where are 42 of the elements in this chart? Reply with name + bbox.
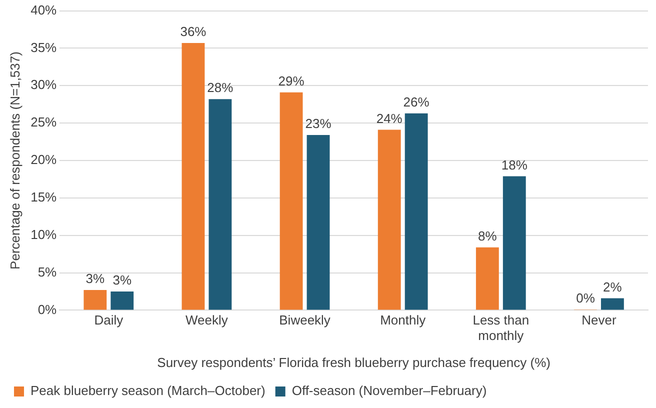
data-label: 24%	[376, 110, 403, 126]
bar	[182, 42, 205, 310]
y-tick-label: 25%	[30, 114, 58, 130]
bar	[280, 92, 303, 310]
bar	[84, 290, 107, 310]
x-tick-label: Weekly	[186, 312, 228, 328]
bar	[476, 247, 499, 310]
data-label: 3%	[86, 271, 105, 286]
data-label: 18%	[501, 157, 528, 172]
data-label: 23%	[305, 116, 332, 132]
bar	[502, 176, 526, 310]
y-tick-label: 40%	[30, 2, 58, 18]
bar	[306, 135, 330, 310]
bar	[110, 291, 134, 310]
x-tick-label: Less than monthly	[472, 312, 530, 344]
bar	[404, 113, 428, 310]
data-label: 3%	[112, 272, 132, 288]
y-tick-label: 20%	[30, 152, 58, 168]
data-label: 8%	[478, 228, 498, 244]
legend-label: Off-season (November–February)	[292, 383, 487, 398]
data-label: 2%	[603, 279, 622, 294]
data-label: 0%	[576, 290, 596, 306]
y-tick-label: 0%	[38, 302, 58, 317]
x-tick-label: Never	[582, 312, 617, 328]
x-tick-label: Monthly	[380, 312, 426, 328]
data-label: 28%	[207, 80, 234, 96]
y-axis-title: Percentage of respondents (N=1,537)	[7, 52, 22, 270]
data-label: 29%	[278, 73, 305, 88]
y-tick-label: 30%	[30, 77, 58, 92]
x-tick-label: Daily	[94, 312, 124, 328]
x-axis-title: Survey respondents’ Florida fresh blueberry purchase frequency (%)	[157, 354, 550, 370]
bar	[600, 298, 624, 310]
y-tick-label: 35%	[30, 40, 58, 55]
data-label: 26%	[403, 94, 430, 110]
data-label: 36%	[180, 24, 207, 40]
y-tick-label: 5%	[38, 264, 58, 280]
bar	[208, 99, 232, 310]
y-tick-label: 15%	[30, 190, 58, 205]
bar	[378, 130, 401, 310]
legend-label: Peak blueberry season (March–October)	[30, 383, 266, 398]
x-tick-label: Biweekly	[279, 312, 331, 328]
y-tick-label: 10%	[30, 226, 58, 242]
